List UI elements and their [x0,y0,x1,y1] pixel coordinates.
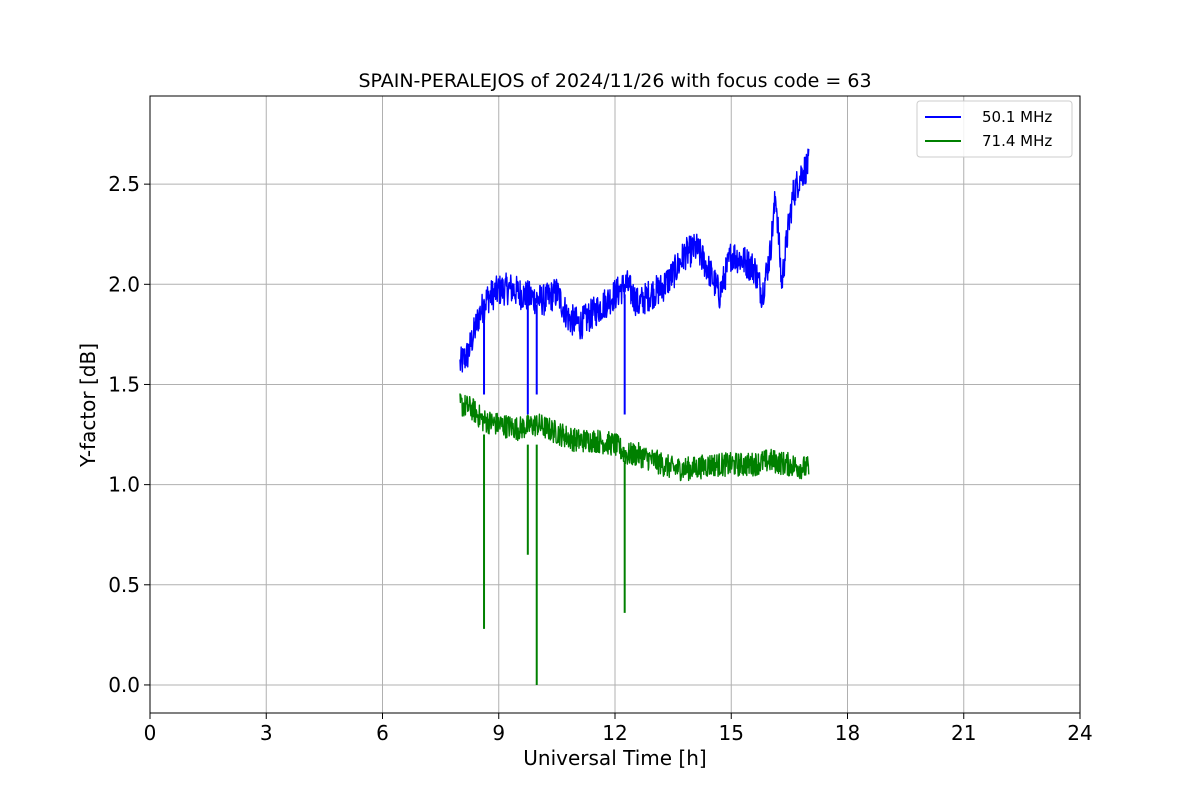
x-axis-ticks: 0 3 6 9 12 15 18 21 24 [144,713,1093,745]
x-tick-label: 0 [144,721,157,745]
y-tick-label: 1.0 [108,473,140,497]
chart-title: SPAIN-PERALEJOS of 2024/11/26 with focus… [358,70,871,92]
y-tick-label: 0.5 [108,573,140,597]
x-tick-label: 12 [602,721,627,745]
legend-label-50mhz: 50.1 MHz [982,108,1052,126]
y-axis-ticks: 0.0 0.5 1.0 1.5 2.0 2.5 [108,172,150,697]
x-tick-label: 24 [1067,721,1092,745]
legend: 50.1 MHz 71.4 MHz [916,100,1073,158]
x-tick-label: 6 [376,721,389,745]
x-tick-label: 9 [492,721,505,745]
y-tick-label: 1.5 [108,372,140,396]
legend-label-71mhz: 71.4 MHz [982,132,1052,150]
series-line-0 [459,148,810,373]
series-layer [459,148,810,685]
x-tick-label: 3 [260,721,273,745]
y-axis-label: Y-factor [dB] [76,343,100,468]
y-tick-label: 2.5 [108,172,140,196]
y-tick-label: 2.0 [108,272,140,296]
series-line-1 [459,393,810,482]
y-tick-label: 0.0 [108,673,140,697]
legend-box [916,100,1073,158]
x-tick-label: 15 [719,721,744,745]
x-axis-label: Universal Time [h] [523,746,706,770]
grid [149,96,1081,713]
x-tick-label: 18 [835,721,860,745]
x-tick-label: 21 [951,721,976,745]
